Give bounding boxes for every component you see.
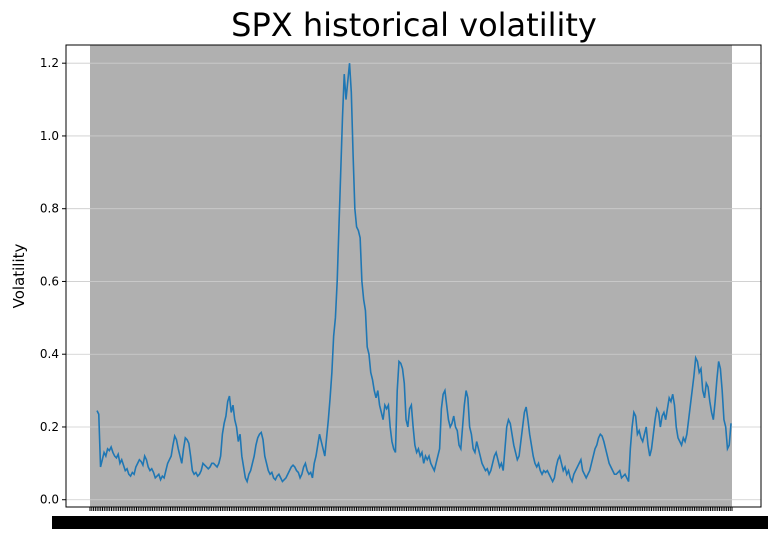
y-tick-label: 1.0 [40,129,59,143]
volatility-line [96,63,732,484]
plot-area: 0.0 0.2 0.4 0.6 0.8 1.0 1.2 [40,44,768,529]
y-tick-label: 1.2 [40,56,59,70]
y-axis-ticks: 0.0 0.2 0.4 0.6 0.8 1.0 1.2 [40,56,66,507]
y-tick-label: 0.8 [40,202,59,216]
y-axis-label: Volatility [10,243,28,308]
chart-title: SPX historical volatility [231,6,597,44]
gridlines [66,62,761,501]
x-tick-labels-overlap [52,516,768,529]
y-tick-label: 0.2 [40,420,59,434]
y-tick-label: 0.4 [40,347,59,361]
x-axis-ticks [52,507,768,529]
y-tick-label: 0.6 [40,274,59,288]
plot-background-band [90,45,732,507]
y-tick-label: 0.0 [40,493,59,507]
